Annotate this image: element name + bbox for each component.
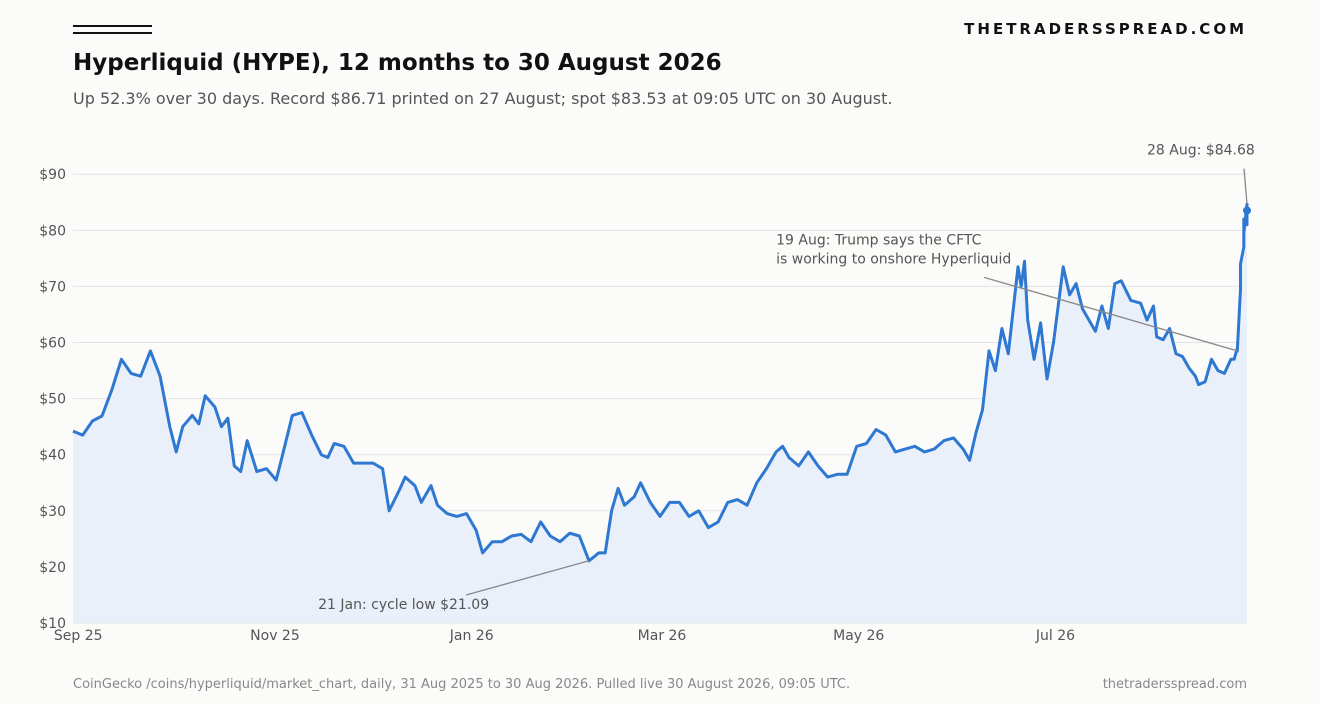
annotation-label: 21 Jan: cycle low $21.09 (318, 597, 489, 613)
annotation-leader-line (1243, 168, 1248, 205)
y-tick-label: $70 (39, 279, 66, 295)
footer-site-link[interactable]: thetradersspread.com (1102, 677, 1247, 692)
x-tick-label: Nov 25 (250, 628, 300, 644)
spot-price-marker (1243, 206, 1251, 215)
brand-wordmark: THETRADERSSPREAD.COM (964, 20, 1247, 38)
x-tick-label: Mar 26 (638, 628, 687, 644)
y-tick-label: $20 (39, 560, 66, 576)
y-tick-label: $90 (39, 167, 66, 183)
series-area-fill (73, 204, 1247, 623)
y-tick-label: $10 (39, 616, 66, 632)
annotation-label: 19 Aug: Trump says the CFTC (776, 232, 982, 248)
y-tick-label: $40 (39, 448, 66, 464)
annotation-label: 28 Aug: $84.68 (1147, 143, 1255, 159)
x-tick-label: May 26 (833, 628, 884, 644)
y-tick-label: $80 (39, 223, 66, 239)
annotation-label: is working to onshore Hyperliquid (776, 251, 1011, 267)
series-price-line (72, 202, 1249, 563)
x-tick-label: Jan 26 (449, 628, 494, 644)
y-tick-label: $30 (39, 504, 66, 520)
y-tick-label: $60 (39, 336, 66, 352)
x-tick-label: Sep 25 (54, 628, 103, 644)
x-tick-label: Jul 26 (1035, 628, 1075, 644)
chart-title: Hyperliquid (HYPE), 12 months to 30 Augu… (73, 50, 722, 76)
annotation-leader-line (983, 276, 1238, 352)
y-tick-label: $50 (39, 392, 66, 408)
annotation-leader-line (465, 560, 590, 596)
chart-subtitle: Up 52.3% over 30 days. Record $86.71 pri… (73, 89, 893, 108)
source-note: CoinGecko /coins/hyperliquid/market_char… (73, 677, 851, 692)
header-rule (73, 25, 152, 36)
